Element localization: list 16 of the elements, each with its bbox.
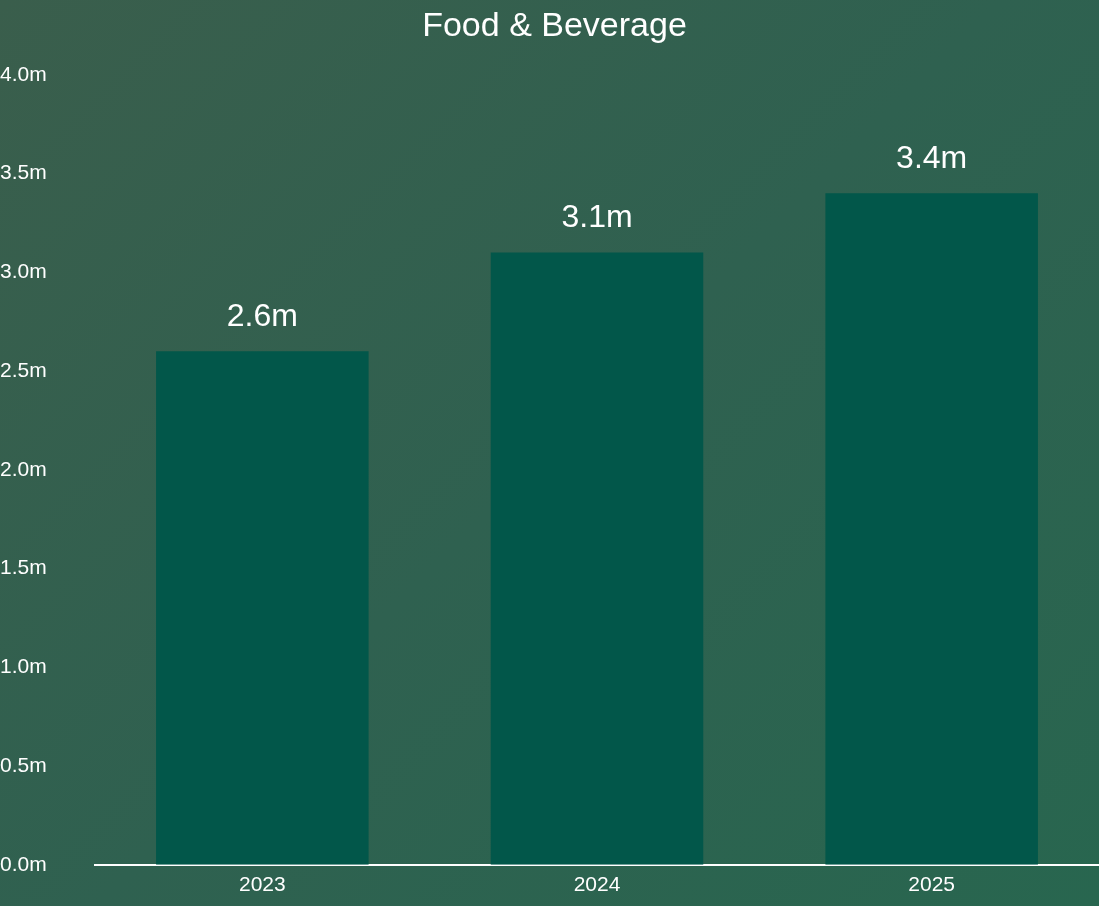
y-tick-label: 1.5m (0, 555, 47, 579)
data-label: 3.1m (561, 198, 633, 235)
y-tick-label: 2.5m (0, 357, 47, 381)
chart-title: Food & Beverage (422, 4, 687, 43)
y-tick-label: 3.5m (0, 160, 47, 184)
y-tick-label: 4.0m (0, 61, 47, 85)
x-tick-label: 2025 (908, 872, 956, 896)
x-tick-label: 2024 (573, 872, 621, 896)
y-tick-label: 1.0m (0, 654, 47, 678)
y-tick-label: 3.0m (0, 259, 47, 283)
data-label: 3.4m (896, 139, 968, 176)
y-tick-label: 2.0m (0, 456, 47, 480)
data-label: 2.6m (226, 297, 298, 334)
y-tick-label: 0.0m (0, 851, 47, 875)
x-tick-label: 2023 (238, 872, 286, 896)
y-tick-label: 0.5m (0, 752, 47, 776)
